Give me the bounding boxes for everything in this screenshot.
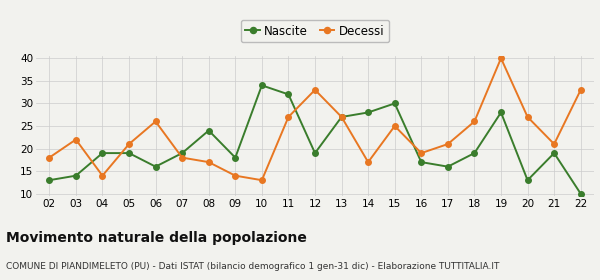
Decessi (46, 156, 53, 159)
Decessi (258, 179, 265, 182)
Decessi (391, 124, 398, 128)
Decessi (338, 115, 345, 119)
Decessi (311, 88, 319, 92)
Nascite (418, 160, 425, 164)
Decessi (152, 120, 159, 123)
Decessi (471, 120, 478, 123)
Nascite (285, 93, 292, 96)
Nascite (444, 165, 451, 168)
Decessi (365, 160, 372, 164)
Nascite (46, 179, 53, 182)
Decessi (497, 57, 505, 60)
Nascite (497, 111, 505, 114)
Decessi (444, 143, 451, 146)
Nascite (338, 115, 345, 119)
Decessi (285, 115, 292, 119)
Decessi (99, 174, 106, 177)
Nascite (551, 151, 558, 155)
Nascite (125, 151, 133, 155)
Nascite (258, 84, 265, 87)
Decessi (72, 138, 79, 141)
Text: COMUNE DI PIANDIMELETO (PU) - Dati ISTAT (bilancio demografico 1 gen-31 dic) - E: COMUNE DI PIANDIMELETO (PU) - Dati ISTAT… (6, 262, 499, 271)
Decessi (577, 88, 584, 92)
Nascite (179, 151, 186, 155)
Line: Decessi: Decessi (47, 55, 583, 183)
Decessi (179, 156, 186, 159)
Nascite (524, 179, 531, 182)
Line: Nascite: Nascite (47, 83, 583, 197)
Nascite (205, 129, 212, 132)
Nascite (471, 151, 478, 155)
Text: Movimento naturale della popolazione: Movimento naturale della popolazione (6, 231, 307, 245)
Decessi (418, 151, 425, 155)
Nascite (577, 192, 584, 195)
Nascite (232, 156, 239, 159)
Nascite (152, 165, 159, 168)
Nascite (72, 174, 79, 177)
Legend: Nascite, Decessi: Nascite, Decessi (241, 20, 389, 42)
Nascite (311, 151, 319, 155)
Decessi (232, 174, 239, 177)
Decessi (524, 115, 531, 119)
Nascite (391, 102, 398, 105)
Nascite (365, 111, 372, 114)
Decessi (551, 143, 558, 146)
Nascite (99, 151, 106, 155)
Decessi (205, 160, 212, 164)
Decessi (125, 143, 133, 146)
